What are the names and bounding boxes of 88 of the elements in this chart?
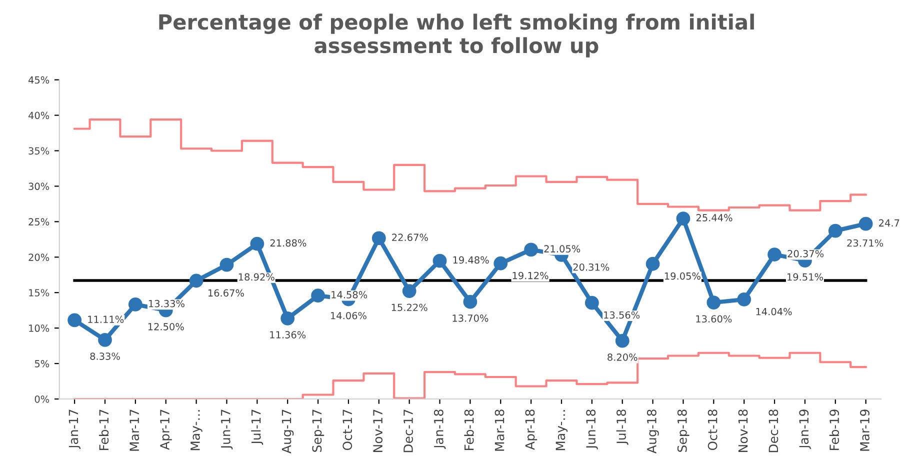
point xyxy=(676,212,690,226)
y-tick-label: 25% xyxy=(28,218,50,226)
x-tick-label: Feb-17 xyxy=(98,410,109,450)
x-tick-label: Aug-17 xyxy=(282,410,294,454)
y-tick-label: 15% xyxy=(29,289,50,296)
point xyxy=(402,284,416,298)
data-label: 16.67% xyxy=(208,289,244,297)
y-tick-label: 45% xyxy=(28,76,50,84)
data-label: 19.12% xyxy=(512,272,548,280)
data-label: 25.44% xyxy=(696,214,732,222)
data-label: 13.60% xyxy=(696,315,732,323)
x-tick-label: Sep-17 xyxy=(312,410,324,452)
data-label: 11.11% xyxy=(88,316,124,324)
data-label: 19.48% xyxy=(453,256,489,264)
x-tick-label: Mar-18 xyxy=(494,410,504,451)
point xyxy=(768,248,782,262)
x-tick-label: Jul-18 xyxy=(616,410,628,445)
data-label: 20.31% xyxy=(573,263,610,271)
x-tick-label: Oct-18 xyxy=(708,410,718,450)
point xyxy=(858,216,873,231)
y-tick-label: 0% xyxy=(34,395,50,403)
data-label: 13.33% xyxy=(148,300,184,308)
x-tick-label: Feb-19 xyxy=(829,410,840,450)
data-label: 11.36% xyxy=(270,331,306,338)
x-tick-label: Jan-19 xyxy=(799,410,811,450)
data-label: 13.70% xyxy=(452,314,488,322)
point xyxy=(584,296,599,310)
data-label: 22.67% xyxy=(392,234,428,242)
data-label: 19.51% xyxy=(787,273,823,281)
chart-title: Percentage of people who left smoking from initial assessment to follow up xyxy=(159,14,754,58)
data-label: 24.7 xyxy=(879,219,900,226)
x-tick-label: Sep-18 xyxy=(677,410,690,452)
point xyxy=(615,334,630,348)
x-tick-label: Oct-17 xyxy=(342,410,352,450)
x-tick-label: Nov-17 xyxy=(373,410,383,452)
x-tick-label: Apr-17 xyxy=(160,410,172,450)
y-tick-label: 20% xyxy=(28,254,50,261)
y-tick-label: 35% xyxy=(28,147,50,155)
x-tick-label: Jul-17 xyxy=(251,410,264,445)
data-label: 12.50% xyxy=(148,323,184,330)
y-tick-label: 10% xyxy=(29,324,50,332)
x-tick-label: Dec-18 xyxy=(768,410,778,452)
x-tick-label: May-… xyxy=(190,410,202,450)
point xyxy=(128,298,142,312)
point xyxy=(98,332,112,347)
x-tick-label: May-… xyxy=(556,410,568,450)
point xyxy=(189,274,204,288)
data-label: 20.37% xyxy=(788,250,824,258)
data-label: 21.88% xyxy=(270,239,306,247)
data-label: 8.33% xyxy=(90,352,120,360)
data-label: 14.04% xyxy=(756,308,792,316)
x-tick-label: Apr-18 xyxy=(525,410,538,450)
data-label: 13.56% xyxy=(604,311,640,319)
point xyxy=(432,254,447,268)
point xyxy=(737,292,752,306)
x-tick-label: Nov-18 xyxy=(738,410,748,452)
point xyxy=(311,288,325,303)
x-tick-label: Feb-18 xyxy=(464,410,474,450)
point xyxy=(463,294,478,309)
x-tick-label: Jun-17 xyxy=(221,410,233,450)
x-tick-label: Jan-18 xyxy=(434,410,446,450)
y-tick-label: 30% xyxy=(28,182,50,190)
data-label: 14.06% xyxy=(330,312,366,320)
point xyxy=(706,296,721,310)
data-label: 21.05% xyxy=(544,245,580,253)
point xyxy=(372,231,386,246)
data-label: 15.22% xyxy=(392,304,428,312)
point xyxy=(494,256,508,270)
point xyxy=(250,236,264,251)
x-tick-label: Jan-17 xyxy=(68,410,81,450)
point xyxy=(280,311,295,326)
x-tick-label: Jun-18 xyxy=(586,410,598,450)
data-label: 19.05% xyxy=(664,272,700,280)
x-tick-label: Mar-17 xyxy=(130,410,140,451)
y-tick-label: 40% xyxy=(28,112,50,120)
point xyxy=(68,313,82,328)
data-label: 8.20% xyxy=(608,354,638,361)
point xyxy=(646,256,660,271)
y-tick-label: 5% xyxy=(34,360,50,368)
point xyxy=(524,242,538,257)
x-tick-label: Dec-17 xyxy=(404,410,413,452)
x-tick-label: Aug-18 xyxy=(646,410,659,454)
x-tick-label: Mar-19 xyxy=(860,410,870,451)
data-label: 23.71% xyxy=(847,239,884,247)
point xyxy=(828,224,842,238)
point xyxy=(220,258,234,272)
data-label: 14.58% xyxy=(332,291,368,298)
data-label: 18.92% xyxy=(238,273,274,281)
